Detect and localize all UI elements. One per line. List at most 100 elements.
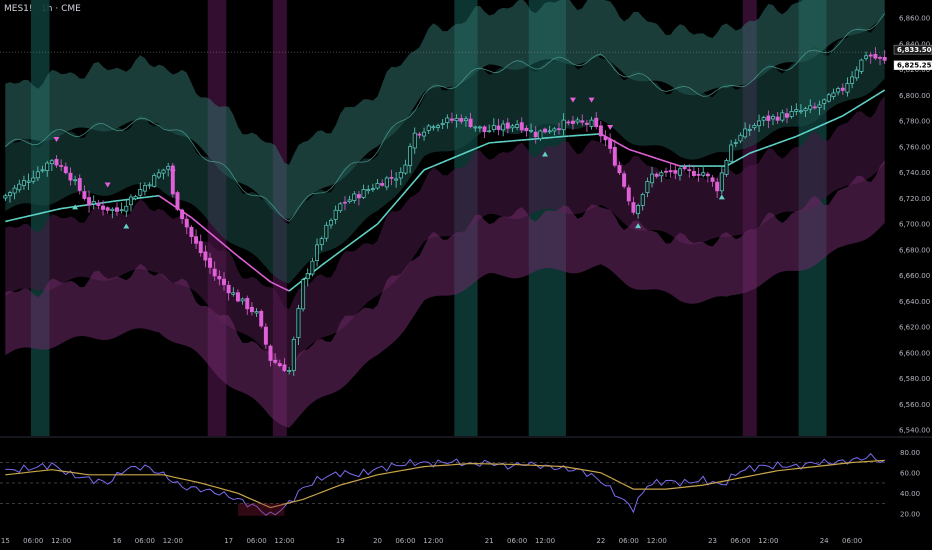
candle-body-182 bbox=[850, 76, 855, 84]
y-tick-3: 6,800.00 bbox=[899, 92, 930, 100]
signal-down-2 bbox=[104, 182, 111, 188]
candle-body-185 bbox=[864, 55, 869, 59]
ma-segment-22 bbox=[102, 201, 108, 204]
y-tick-6: 6,740.00 bbox=[899, 169, 930, 177]
candle-body-89 bbox=[417, 133, 422, 136]
ma-segment-25 bbox=[116, 199, 122, 202]
candlesticks bbox=[3, 47, 887, 376]
candle-body-7 bbox=[35, 171, 40, 179]
ma-segment-85 bbox=[395, 196, 402, 203]
candle-body-121 bbox=[566, 121, 571, 124]
x-tick-13: 21 bbox=[485, 537, 494, 545]
candle-body-39 bbox=[184, 218, 189, 228]
x-tick-18: 12:00 bbox=[647, 537, 667, 545]
ma-segment-91 bbox=[423, 167, 430, 171]
ma-segment-142 bbox=[661, 159, 667, 163]
ma-segment-35 bbox=[163, 198, 169, 203]
ma-segment-169 bbox=[786, 137, 792, 141]
ma-segment-30 bbox=[140, 196, 146, 199]
candle-body-113 bbox=[529, 129, 534, 132]
candle-body-60 bbox=[282, 364, 287, 372]
candle-body-19 bbox=[91, 201, 96, 205]
ma-segment-189 bbox=[879, 89, 886, 94]
candle-body-44 bbox=[208, 257, 213, 268]
upper-outer-band bbox=[5, 0, 885, 220]
candle-body-139 bbox=[650, 173, 655, 184]
ma-segment-45 bbox=[209, 232, 216, 238]
x-tick-12: 12:00 bbox=[423, 537, 443, 545]
candle-body-169 bbox=[789, 111, 794, 117]
ma-segment-161 bbox=[749, 150, 755, 154]
signal-up-5 bbox=[542, 151, 549, 157]
ma-segment-34 bbox=[158, 195, 164, 200]
candle-body-97 bbox=[454, 118, 459, 122]
candle-body-171 bbox=[798, 110, 803, 113]
ma-segment-41 bbox=[190, 216, 197, 223]
candle-body-107 bbox=[501, 123, 506, 131]
candle-body-27 bbox=[128, 196, 133, 206]
ma-segment-61 bbox=[284, 287, 290, 292]
candle-body-95 bbox=[445, 117, 450, 123]
ma-segment-14 bbox=[65, 206, 71, 209]
candle-body-54 bbox=[254, 311, 259, 314]
candle-body-144 bbox=[673, 170, 678, 174]
candle-body-38 bbox=[180, 209, 185, 220]
time-axis: 15 06:00 12:00 16 06:00 12:00 17 06:00 12:00 19 20… bbox=[1, 537, 862, 545]
x-tick-16: 22 bbox=[596, 537, 605, 545]
candle-body-56 bbox=[263, 326, 268, 345]
ma-segment-89 bbox=[414, 174, 421, 182]
ma-segment-48 bbox=[223, 243, 230, 250]
candle-body-36 bbox=[170, 165, 175, 195]
candle-body-167 bbox=[780, 112, 785, 121]
ma-segment-49 bbox=[228, 247, 234, 253]
candle-body-155 bbox=[724, 160, 729, 175]
ma-segment-75 bbox=[349, 240, 355, 246]
ma-segment-13 bbox=[61, 207, 66, 210]
ma-segment-62 bbox=[288, 286, 295, 292]
ma-segment-63 bbox=[293, 282, 299, 288]
ma-segment-183 bbox=[851, 106, 858, 111]
candle-body-45 bbox=[212, 268, 217, 277]
ma-segment-24 bbox=[112, 200, 118, 203]
candle-body-105 bbox=[491, 125, 496, 130]
x-tick-21: 12:00 bbox=[758, 537, 778, 545]
x-tick-22: 24 bbox=[820, 537, 829, 545]
ma-segment-170 bbox=[791, 135, 797, 139]
rsi-y-tick-2: 40.00 bbox=[900, 490, 920, 498]
ma-segment-178 bbox=[828, 119, 834, 123]
candle-body-93 bbox=[436, 125, 440, 128]
ma-segment-77 bbox=[358, 233, 365, 239]
ma-segment-184 bbox=[856, 103, 862, 108]
candle-body-18 bbox=[87, 197, 92, 206]
ma-segment-97 bbox=[451, 155, 457, 160]
ma-segment-173 bbox=[805, 129, 811, 134]
candle-body-35 bbox=[166, 166, 171, 170]
candle-body-37 bbox=[175, 192, 180, 210]
ma-segment-158 bbox=[735, 157, 741, 162]
candle-body-88 bbox=[412, 132, 417, 149]
candle-body-145 bbox=[677, 168, 682, 176]
candle-body-165 bbox=[771, 116, 775, 120]
candle-body-128 bbox=[598, 125, 603, 137]
ma-segment-174 bbox=[809, 127, 816, 132]
candle-body-23 bbox=[110, 208, 115, 211]
candle-body-65 bbox=[305, 273, 310, 280]
ma-segment-186 bbox=[865, 98, 872, 103]
ma-segment-136 bbox=[633, 150, 639, 154]
y-tick-0: 6,860.00 bbox=[899, 15, 930, 23]
ma-segment-133 bbox=[619, 143, 625, 148]
candle-body-114 bbox=[533, 131, 538, 138]
ma-segment-99 bbox=[460, 151, 467, 156]
candle-body-58 bbox=[273, 359, 278, 363]
candle-body-86 bbox=[403, 164, 408, 174]
x-tick-6: 17 bbox=[224, 537, 233, 545]
y-tick-10: 6,660.00 bbox=[899, 272, 930, 280]
ma-segment-157 bbox=[730, 160, 737, 165]
candle-body-42 bbox=[198, 241, 203, 253]
candle-body-79 bbox=[370, 188, 375, 191]
candle-body-115 bbox=[538, 130, 543, 139]
candle-body-178 bbox=[831, 92, 836, 97]
candle-body-0 bbox=[3, 195, 8, 199]
candle-body-20 bbox=[96, 202, 101, 206]
